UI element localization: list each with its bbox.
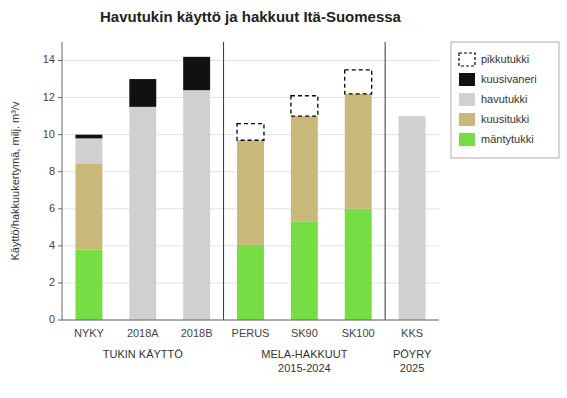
group-separator <box>385 42 386 320</box>
y-tick <box>58 208 62 209</box>
y-tick <box>58 134 62 135</box>
group-label: PÖYRY 2025 <box>393 348 432 374</box>
bar-segment <box>399 116 426 117</box>
bar-segment <box>291 96 318 116</box>
bar-segment <box>75 134 102 135</box>
bar-segment <box>291 116 318 222</box>
group-label-line: TUKIN KÄYTTÖ <box>103 348 184 360</box>
bar-segment <box>75 138 102 163</box>
group-label-line: 2015-2024 <box>278 362 331 374</box>
bar-segment <box>345 70 372 94</box>
y-tick-label: 8 <box>49 165 55 177</box>
legend-frame <box>451 42 559 158</box>
y-tick <box>58 245 62 246</box>
y-tick-label: 6 <box>49 202 55 214</box>
group-separator <box>223 42 224 320</box>
bar-segment <box>399 115 426 116</box>
bar-segment <box>183 90 210 320</box>
bar-segment <box>75 250 102 320</box>
y-axis-label: Käyttö/hakkuukertymä, milj. m³/v <box>9 101 21 260</box>
bar-segment <box>345 209 372 320</box>
x-tick-label: KKS <box>401 327 423 339</box>
group-label-line: MELA-HAKKUUT <box>261 348 347 360</box>
y-tick-label: 0 <box>49 313 55 325</box>
x-tick-label: PERUS <box>232 327 270 339</box>
grid-line <box>62 320 439 321</box>
bar-segment <box>75 163 102 249</box>
bars <box>75 57 425 320</box>
y-tick-label: 14 <box>43 53 55 65</box>
x-tick-label: SK90 <box>291 327 318 339</box>
bar-segment <box>291 222 318 320</box>
legend: pikkutukki kuusivaneri havutukki kuusitukki… <box>451 42 559 158</box>
bar-segment <box>129 79 156 107</box>
legend-swatch <box>459 73 475 86</box>
group-label: TUKIN KÄYTTÖ <box>103 348 184 360</box>
y-tick-label: 4 <box>49 239 55 251</box>
bar-segment <box>237 245 264 320</box>
y-tick <box>58 60 62 61</box>
legend-label: kuusivaneri <box>481 73 537 85</box>
grid-line <box>62 60 439 61</box>
y-axis <box>62 42 63 320</box>
legend-swatch <box>459 133 475 146</box>
legend-label: havutukki <box>481 93 527 105</box>
legend-label: pikkutukki <box>481 53 529 65</box>
legend-swatch <box>459 113 475 126</box>
legend-swatch <box>459 53 475 66</box>
x-tick-label: 2018B <box>181 327 213 339</box>
x-tick-label: SK100 <box>342 327 375 339</box>
group-label-line: 2025 <box>400 362 424 374</box>
bar-segment <box>75 135 102 139</box>
bar-segment <box>129 78 156 79</box>
y-tick <box>58 320 62 321</box>
title: Havutukin käyttö ja hakkuut Itä-Suomessa <box>100 8 402 25</box>
y-tick <box>58 97 62 98</box>
y-tick-label: 10 <box>43 128 55 140</box>
bar-segment <box>237 140 264 245</box>
chart: Havutukin käyttö ja hakkuut Itä-Suomessa… <box>0 0 567 398</box>
bar-segment <box>399 116 426 320</box>
legend-swatch <box>459 93 475 106</box>
grid-line <box>62 97 439 98</box>
group-label: MELA-HAKKUUT 2015-2024 <box>261 348 347 374</box>
y-tick <box>58 282 62 283</box>
x-tick-label: 2018A <box>127 327 159 339</box>
group-label-line: PÖYRY <box>393 348 432 360</box>
x-axis <box>62 320 439 321</box>
bar-segment <box>237 124 264 141</box>
bar-segment <box>345 94 372 209</box>
bar-segment <box>183 57 210 90</box>
x-tick-label: NYKY <box>74 327 105 339</box>
y-tick-label: 12 <box>43 91 55 103</box>
legend-label: mäntytukki <box>481 133 534 145</box>
bar-segment <box>183 56 210 57</box>
grid <box>62 61 439 320</box>
legend-label: kuusitukki <box>481 113 529 125</box>
bar-segment <box>129 107 156 320</box>
y-tick-label: 2 <box>49 276 55 288</box>
y-tick <box>58 171 62 172</box>
